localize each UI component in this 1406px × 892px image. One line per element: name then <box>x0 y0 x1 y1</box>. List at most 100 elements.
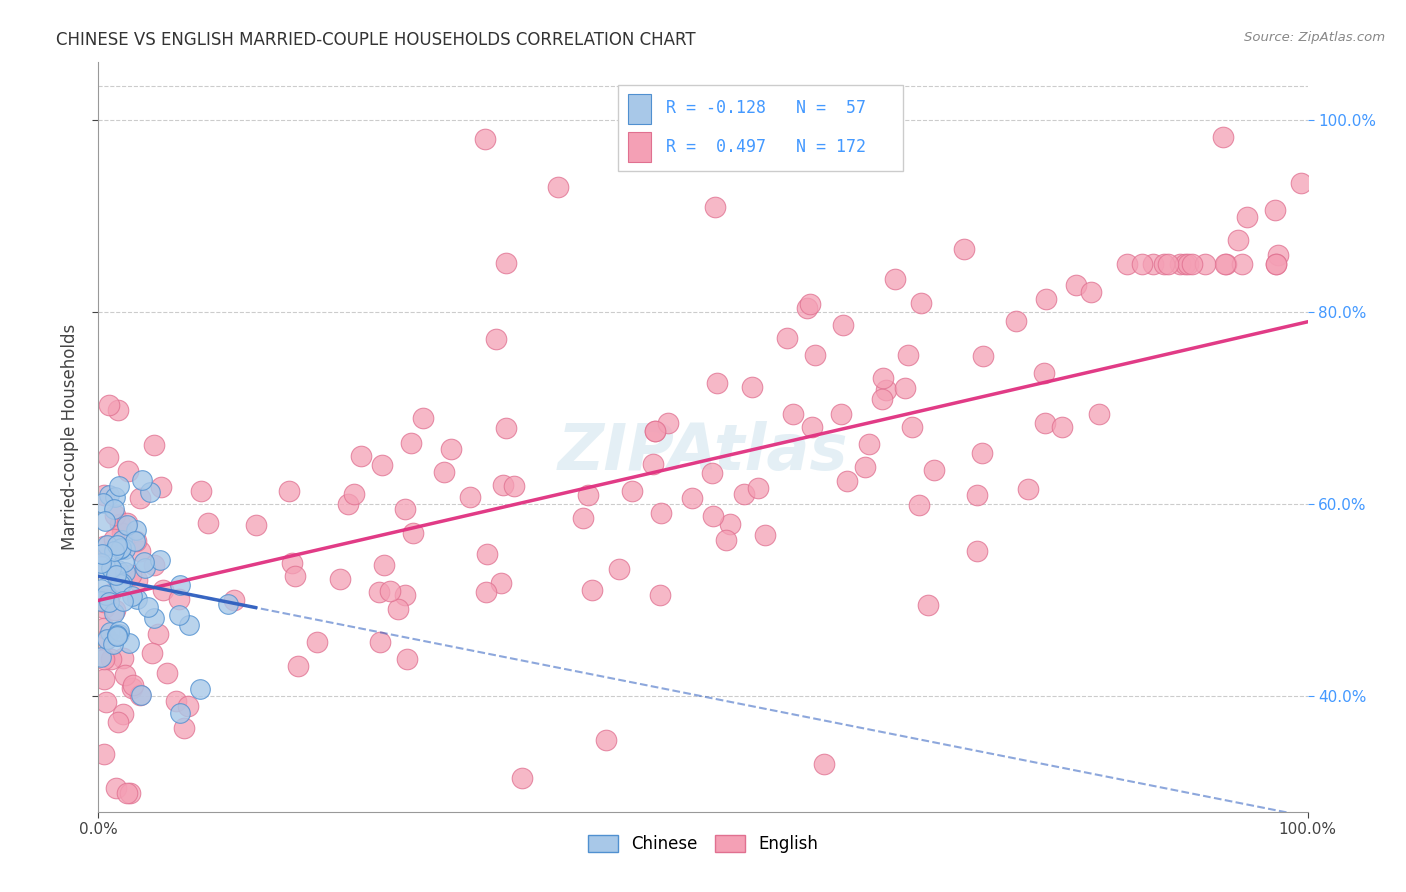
Point <box>401 526 423 541</box>
Point <box>94 515 117 529</box>
Point <box>1265 257 1288 271</box>
Point <box>1215 257 1237 271</box>
Point <box>281 557 304 571</box>
Point <box>970 446 993 460</box>
Point <box>396 652 419 666</box>
Point <box>107 563 129 577</box>
Point <box>329 573 352 587</box>
Point <box>107 566 129 581</box>
Point <box>581 582 603 597</box>
Point <box>103 543 125 558</box>
Y-axis label: Married-couple Households: Married-couple Households <box>60 324 79 550</box>
Point <box>373 558 395 573</box>
Point <box>107 714 129 729</box>
Point <box>433 465 456 479</box>
Point <box>122 678 145 692</box>
Point <box>800 419 823 434</box>
Point <box>1005 314 1028 328</box>
Point <box>831 318 853 332</box>
Point <box>644 425 666 439</box>
Point <box>741 379 763 393</box>
Point <box>131 688 153 702</box>
Legend: Chinese, English: Chinese, English <box>582 828 824 860</box>
Point <box>872 371 894 385</box>
Point <box>112 535 135 549</box>
Point <box>93 672 115 686</box>
Point <box>131 473 153 487</box>
Point <box>620 484 643 499</box>
Point <box>245 517 267 532</box>
Point <box>108 479 131 493</box>
Point <box>93 652 115 666</box>
Point <box>90 557 112 571</box>
Point <box>714 533 737 547</box>
Point <box>278 484 301 499</box>
Point <box>121 589 143 603</box>
Point <box>104 780 127 795</box>
Point <box>115 518 138 533</box>
Point <box>129 491 152 505</box>
Point <box>105 627 128 641</box>
Point <box>190 484 212 499</box>
Point <box>917 598 939 612</box>
Point <box>142 611 165 625</box>
Point <box>1226 233 1249 247</box>
Point <box>1017 483 1039 497</box>
Point <box>136 599 159 614</box>
Point <box>115 785 138 799</box>
Point <box>156 665 179 680</box>
Point <box>93 595 115 609</box>
Point <box>125 523 148 537</box>
Point <box>150 480 173 494</box>
Point <box>115 516 138 530</box>
Point <box>1212 130 1234 145</box>
Point <box>93 632 115 647</box>
Point <box>120 567 142 582</box>
Point <box>98 624 121 639</box>
Point <box>142 438 165 452</box>
Point <box>412 411 434 425</box>
Point <box>1115 257 1137 271</box>
Point <box>120 785 142 799</box>
Point <box>720 516 742 531</box>
Point <box>489 576 512 591</box>
Point <box>97 450 120 465</box>
Point <box>1050 420 1073 434</box>
Point <box>474 132 496 146</box>
Point <box>114 667 136 681</box>
Point <box>173 721 195 735</box>
Point <box>644 424 666 438</box>
Point <box>440 442 463 456</box>
Point <box>1236 210 1258 224</box>
Point <box>830 407 852 421</box>
Point <box>141 646 163 660</box>
Point <box>124 534 146 549</box>
Point <box>152 583 174 598</box>
Point <box>1088 408 1111 422</box>
Point <box>146 627 169 641</box>
Point <box>108 542 131 557</box>
Point <box>1194 257 1216 271</box>
Point <box>98 399 121 413</box>
Point <box>91 496 114 510</box>
Point <box>657 416 679 430</box>
Point <box>1080 285 1102 300</box>
Point <box>93 601 115 615</box>
Point <box>125 534 148 549</box>
Point <box>114 541 136 556</box>
Point <box>350 450 373 464</box>
Point <box>217 597 239 611</box>
Point <box>706 376 728 391</box>
Point <box>776 330 799 344</box>
Point <box>648 588 671 602</box>
Point <box>90 649 112 664</box>
Point <box>897 348 920 362</box>
Point <box>105 537 128 551</box>
Point <box>134 561 156 575</box>
Point <box>576 488 599 502</box>
Point <box>1156 257 1178 271</box>
Point <box>197 516 219 530</box>
Point <box>90 594 112 608</box>
Point <box>111 526 134 541</box>
Point <box>458 490 481 504</box>
